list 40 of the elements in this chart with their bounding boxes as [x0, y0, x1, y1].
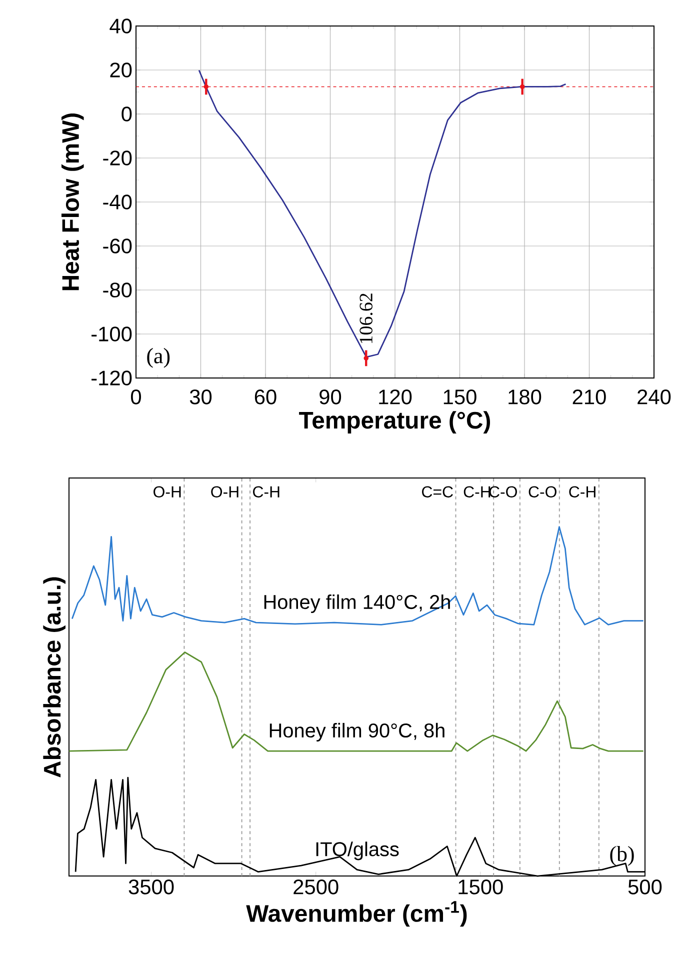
y-tick-label: -40 — [103, 194, 132, 210]
x-tick-label: 120 — [379, 390, 412, 404]
y-tick-label: 20 — [110, 62, 132, 78]
ref-line-label: C=C — [422, 486, 454, 498]
y-tick-label: -80 — [103, 282, 132, 298]
y-tick-label: -20 — [103, 150, 132, 166]
x-tick-label: 90 — [320, 390, 342, 404]
annotation: (b) — [610, 846, 634, 866]
annotation: 106.62 — [360, 294, 373, 344]
ref-line-label: O-H — [154, 486, 181, 498]
ref-line-label: C-O — [489, 486, 518, 498]
x-axis-title: Temperature (°C) — [299, 411, 490, 434]
y-tick-label: -60 — [103, 238, 132, 254]
ref-line-label: C-H — [569, 486, 596, 498]
ref-line-label: C-H — [464, 486, 490, 498]
x-tick-label: 180 — [508, 390, 542, 404]
x-tick-label: 2500 — [294, 880, 338, 894]
y-axis-title: Absorbance (a.u.) — [43, 577, 66, 778]
series-label: ITO/glass — [316, 842, 399, 860]
x-tick-label: 0 — [131, 390, 142, 404]
ref-line-label: O-H — [211, 486, 238, 498]
x-tick-label: 500 — [628, 880, 662, 894]
series-label: Honey film 90°C, 8h — [270, 722, 444, 742]
y-tick-label: 0 — [122, 106, 132, 122]
y-tick-label: 40 — [110, 18, 132, 34]
x-tick-label: 60 — [255, 390, 276, 404]
x-tick-label: 150 — [444, 390, 476, 404]
y-tick-label: -100 — [92, 326, 132, 342]
annotation: (a) — [147, 348, 170, 368]
y-axis-title: Heat Flow (mW) — [62, 114, 84, 290]
x-tick-label: 240 — [638, 390, 671, 404]
x-tick-label: 3500 — [128, 880, 174, 894]
x-tick-label: 1500 — [458, 880, 503, 894]
x-axis-title: Wavenumber (cm$^{-1}$) — [246, 901, 467, 927]
y-tick-label: -120 — [92, 370, 132, 386]
series-label: Honey film 140°C, 2h — [264, 594, 450, 614]
x-tick-label: 210 — [572, 390, 606, 404]
ref-line-label: C-H — [253, 486, 280, 498]
x-tick-label: 30 — [190, 390, 212, 404]
ref-line-label: C-O — [528, 486, 557, 498]
